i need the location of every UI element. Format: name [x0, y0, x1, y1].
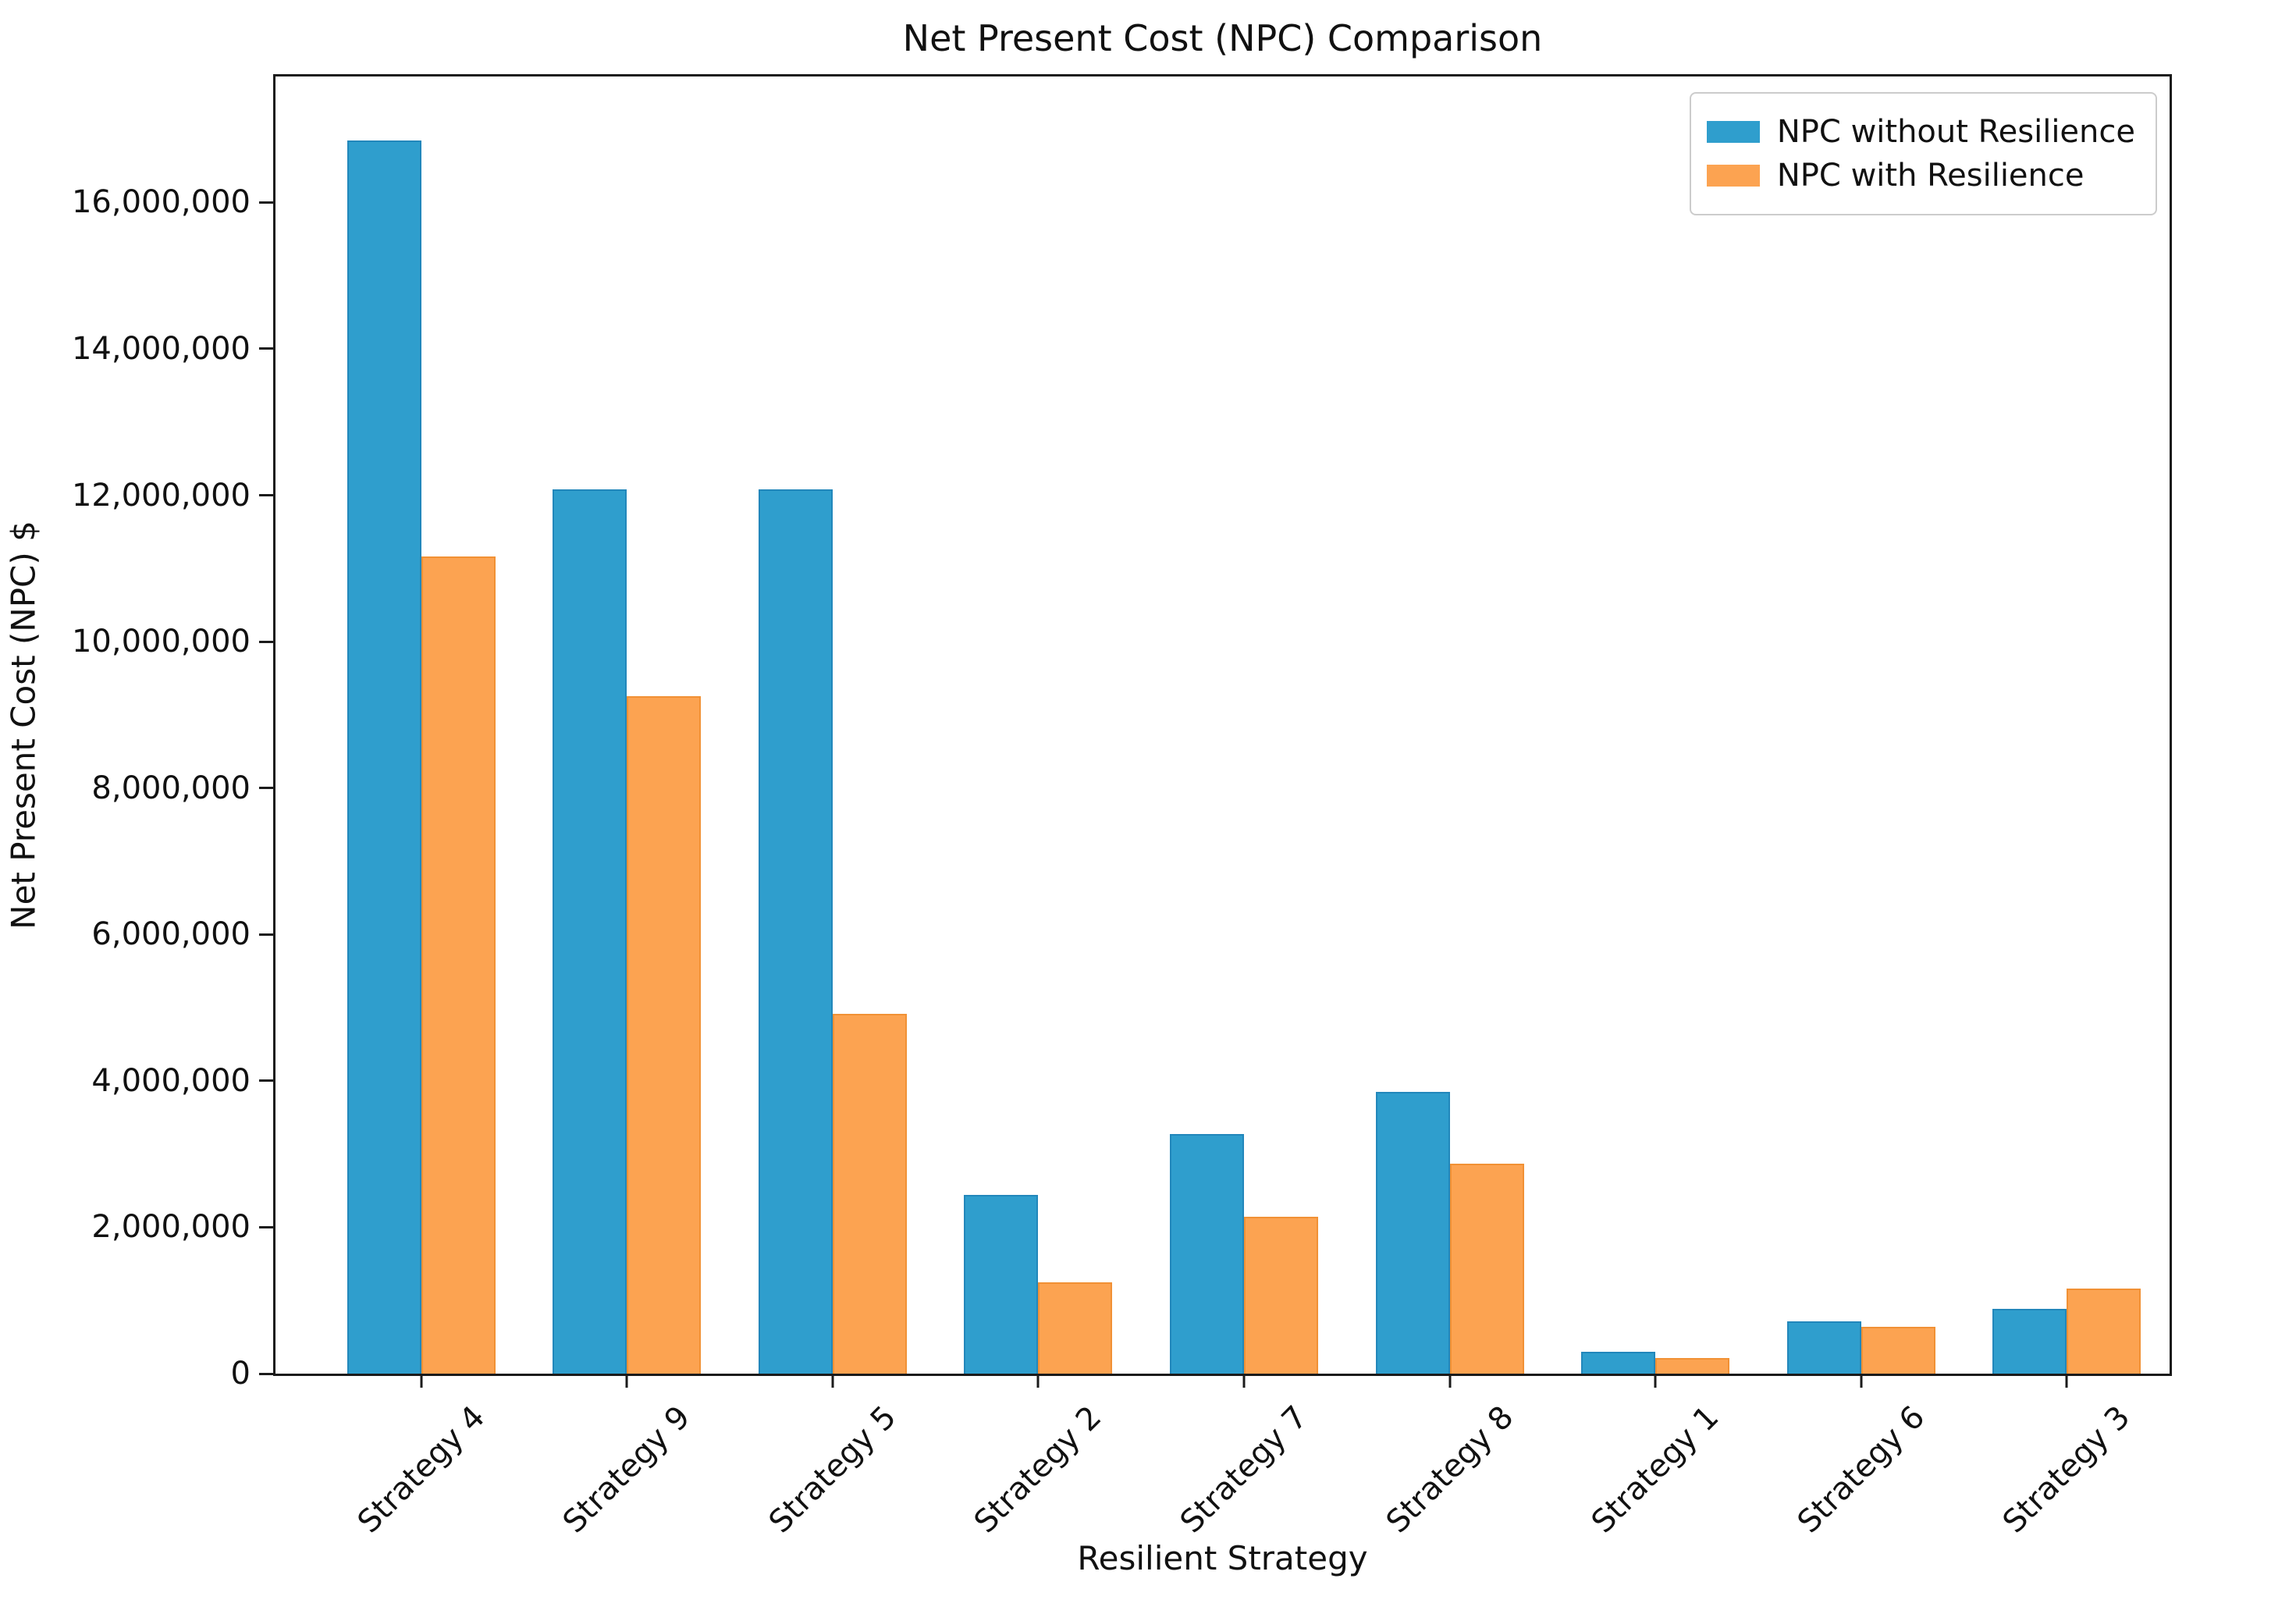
x-category-label-strategy-4: Strategy 4 — [350, 1399, 492, 1541]
x-tick-mark — [1036, 1374, 1040, 1388]
y-tick-mark — [259, 1225, 273, 1228]
bar-with-resilience-strategy-2 — [1038, 1282, 1113, 1374]
group-strategy-2: Strategy 2 — [936, 76, 1142, 1540]
y-tick-mark — [259, 1372, 273, 1375]
group-strategy-6: Strategy 6 — [1758, 76, 1964, 1540]
y-tick-mark — [259, 787, 273, 790]
group-strategy-1: Strategy 1 — [1552, 76, 1758, 1540]
y-tick-mark — [259, 201, 273, 204]
group-strategy-8: Strategy 8 — [1347, 76, 1553, 1540]
group-strategy-5: Strategy 5 — [730, 76, 936, 1540]
legend-items: NPC without Resilience NPC with Resilienc… — [1706, 114, 2135, 194]
bar-groups: Strategy 4 Strategy 9 Strategy 5 Strategy 2… — [275, 76, 2170, 1540]
y-tick-mark — [259, 933, 273, 936]
legend-label-npc-with-resilience: NPC with Resilience — [1776, 158, 2085, 194]
bar-with-resilience-strategy-5 — [832, 1013, 907, 1374]
x-category-label-strategy-2: Strategy 2 — [968, 1399, 1109, 1541]
bar-with-resilience-strategy-9 — [627, 696, 702, 1374]
x-tick-mark — [2065, 1374, 2068, 1388]
bar-with-resilience-strategy-3 — [2067, 1289, 2141, 1374]
y-tick-mark — [259, 347, 273, 350]
x-category-label-strategy-7: Strategy 7 — [1173, 1399, 1315, 1541]
x-category-label-strategy-6: Strategy 6 — [1790, 1399, 1932, 1541]
x-tick-mark — [1654, 1374, 1657, 1388]
y-tick-label: 6,000,000 — [91, 916, 251, 953]
bar-without-resilience-strategy-8 — [1375, 1091, 1450, 1374]
legend-swatch-npc-without-resilience — [1706, 121, 1760, 143]
bar-without-resilience-strategy-2 — [964, 1195, 1039, 1374]
x-category-label-strategy-9: Strategy 9 — [556, 1399, 698, 1541]
bar-with-resilience-strategy-6 — [1861, 1326, 1935, 1374]
y-tick-label: 2,000,000 — [91, 1209, 251, 1246]
chart-title: Net Present Cost (NPC) Comparison — [902, 17, 1543, 59]
bar-with-resilience-strategy-8 — [1449, 1163, 1524, 1374]
group-strategy-4: Strategy 4 — [318, 76, 524, 1540]
x-tick-mark — [831, 1374, 834, 1388]
y-axis-title-text: Net Present Cost (NPC) $ — [4, 521, 43, 930]
y-tick-mark — [259, 640, 273, 643]
bar-without-resilience-strategy-9 — [553, 489, 627, 1374]
bar-without-resilience-strategy-6 — [1786, 1321, 1861, 1374]
x-category-label-strategy-8: Strategy 8 — [1379, 1399, 1520, 1541]
x-tick-mark — [1448, 1374, 1452, 1388]
y-tick-mark — [259, 494, 273, 496]
x-category-label-strategy-5: Strategy 5 — [762, 1399, 904, 1541]
y-tick-label: 8,000,000 — [91, 770, 251, 806]
x-tick-mark — [420, 1374, 423, 1388]
legend: NPC without Resilience NPC with Resilienc… — [1689, 92, 2157, 215]
group-strategy-9: Strategy 9 — [524, 76, 730, 1540]
bar-without-resilience-strategy-3 — [1992, 1308, 2067, 1374]
legend-label-npc-without-resilience: NPC without Resilience — [1776, 114, 2135, 150]
bar-with-resilience-strategy-7 — [1243, 1217, 1318, 1374]
bar-without-resilience-strategy-5 — [758, 489, 833, 1374]
legend-row-npc-with-resilience: NPC with Resilience — [1706, 158, 2135, 194]
y-tick-label: 12,000,000 — [71, 477, 251, 514]
bar-without-resilience-strategy-4 — [347, 140, 421, 1374]
x-tick-mark — [1860, 1374, 1863, 1388]
plot-area: 0 2,000,000 4,000,000 6,000,000 8,000,000 10,… — [72, 74, 2172, 1540]
legend-swatch-npc-with-resilience — [1706, 165, 1760, 187]
y-tick-label: 4,000,000 — [91, 1062, 251, 1099]
group-strategy-3: Strategy 3 — [1964, 76, 2170, 1540]
x-tick-mark — [625, 1374, 628, 1388]
y-tick-label: 14,000,000 — [71, 330, 251, 367]
y-tick-mark — [259, 1079, 273, 1083]
group-strategy-7: Strategy 7 — [1141, 76, 1347, 1540]
legend-row-npc-without-resilience: NPC without Resilience — [1706, 114, 2135, 150]
y-tick-label: 10,000,000 — [71, 624, 251, 660]
x-axis-title: Resilient Strategy — [1077, 1539, 1368, 1577]
y-tick-label: 16,000,000 — [71, 184, 251, 221]
bar-without-resilience-strategy-7 — [1170, 1134, 1244, 1374]
x-category-label-strategy-3: Strategy 3 — [1996, 1399, 2138, 1541]
x-category-label-strategy-1: Strategy 1 — [1584, 1399, 1726, 1541]
bar-without-resilience-strategy-1 — [1581, 1351, 1656, 1374]
y-tick-label: 0 — [230, 1356, 251, 1392]
bar-with-resilience-strategy-1 — [1655, 1358, 1730, 1374]
x-tick-mark — [1242, 1374, 1246, 1388]
bar-with-resilience-strategy-4 — [421, 556, 496, 1374]
